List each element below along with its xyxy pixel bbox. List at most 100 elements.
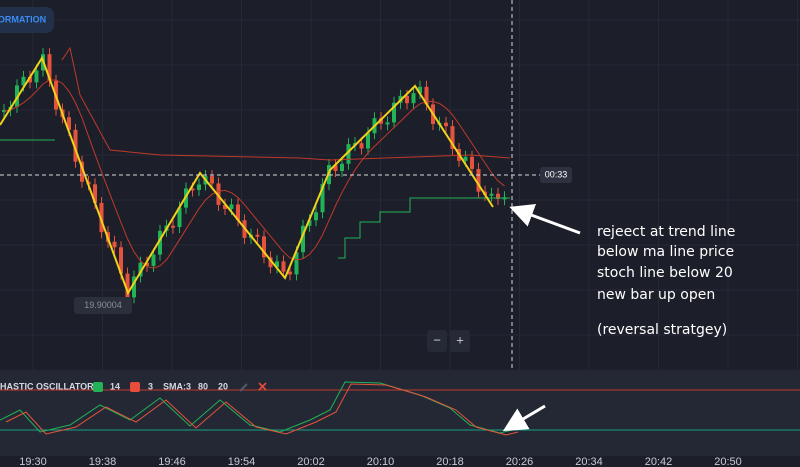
green-step [338, 197, 510, 259]
oscillator-name: HASTIC OSCILLATOR [0, 381, 94, 391]
trend-zigzag [0, 55, 494, 296]
candle [112, 241, 117, 248]
candle [424, 86, 429, 105]
candle [405, 95, 409, 104]
time-label: 20:18 [436, 456, 464, 467]
time-label: 19:46 [158, 456, 186, 467]
candle [320, 184, 325, 213]
low-price-box [74, 297, 132, 314]
candle [450, 126, 455, 149]
candle [67, 117, 71, 130]
k-period: 14 [110, 381, 120, 391]
annotation-line: new bar up open [597, 287, 715, 303]
upper: 80 [198, 381, 208, 391]
candle [366, 133, 370, 149]
zoom-out-label[interactable]: − [433, 332, 441, 347]
candle [470, 156, 474, 169]
zoom-out[interactable] [427, 330, 447, 352]
candle [34, 70, 39, 83]
candle [171, 225, 175, 228]
candle [210, 176, 214, 184]
candle [463, 156, 468, 161]
close-icon[interactable] [258, 382, 267, 391]
time-label: 19:38 [89, 456, 117, 467]
timer-label: 00:33 [545, 169, 568, 179]
time-label: 20:10 [367, 456, 395, 467]
time-label: 19:30 [19, 456, 47, 467]
info-button-label[interactable]: ORMATION [0, 14, 46, 24]
candle [229, 204, 234, 209]
candle [418, 86, 422, 94]
time-label: 20:34 [575, 456, 603, 467]
candle [301, 225, 305, 253]
candle [268, 257, 273, 268]
candle [21, 76, 26, 86]
candle [28, 76, 32, 83]
annotation-line: rejeect at trend line [597, 224, 735, 240]
candle [262, 236, 266, 258]
candle [444, 122, 448, 127]
oscillator-lines [0, 381, 519, 436]
lower: 20 [218, 381, 228, 391]
candle [47, 54, 52, 81]
candle [340, 163, 344, 171]
candle [314, 212, 318, 221]
candle [223, 204, 227, 209]
d-color[interactable] [130, 382, 140, 392]
candle [489, 193, 494, 196]
candle [216, 183, 221, 205]
time-labels: 19:30 19:38 19:46 19:54 20:02 20:10 20:18 20:26… [19, 456, 742, 467]
candle [236, 204, 240, 221]
annotation-line: stoch line below 20 [597, 265, 733, 281]
k-line [0, 381, 513, 434]
info-button[interactable] [0, 7, 54, 33]
candle [158, 230, 162, 255]
candle [80, 161, 84, 182]
time-axis [0, 456, 800, 467]
ma-line [3, 79, 505, 269]
candle [275, 261, 279, 268]
time-label: 20:42 [645, 456, 673, 467]
candle [476, 168, 481, 192]
candle [411, 93, 416, 104]
candle [333, 165, 338, 171]
time-label: 20:26 [506, 456, 534, 467]
candle [132, 276, 136, 298]
candle [294, 252, 299, 275]
candle [119, 247, 123, 274]
candle [125, 273, 130, 298]
time-label: 20:50 [714, 456, 742, 467]
candle [99, 202, 104, 233]
candle [281, 261, 286, 272]
arrow [509, 203, 581, 235]
red-band [61, 46, 511, 161]
annotation-note: (reversal stratgey) [597, 322, 727, 338]
price-chart [0, 46, 511, 304]
k-color[interactable] [93, 382, 103, 392]
candle [307, 220, 312, 226]
candle [138, 262, 143, 277]
timer-box [540, 167, 572, 183]
zoom-in-label[interactable]: + [456, 332, 464, 347]
d-period: 3 [148, 381, 153, 391]
time-label: 20:02 [297, 456, 325, 467]
candle [177, 207, 182, 228]
d-line [5, 383, 519, 436]
candle [197, 184, 201, 190]
edit-icon[interactable] [239, 383, 248, 392]
candle [392, 102, 396, 123]
candle [496, 193, 500, 199]
candle [73, 129, 78, 162]
candle [145, 262, 149, 266]
candle [288, 271, 292, 275]
candle [151, 254, 156, 266]
candle [359, 143, 364, 149]
candle [190, 188, 195, 191]
candle [93, 184, 97, 203]
sma: SMA:3 [163, 381, 191, 391]
zoom-in[interactable] [450, 330, 470, 352]
candle [255, 234, 260, 237]
low-price-label: 19.90004 [84, 300, 122, 310]
candle [346, 144, 351, 164]
